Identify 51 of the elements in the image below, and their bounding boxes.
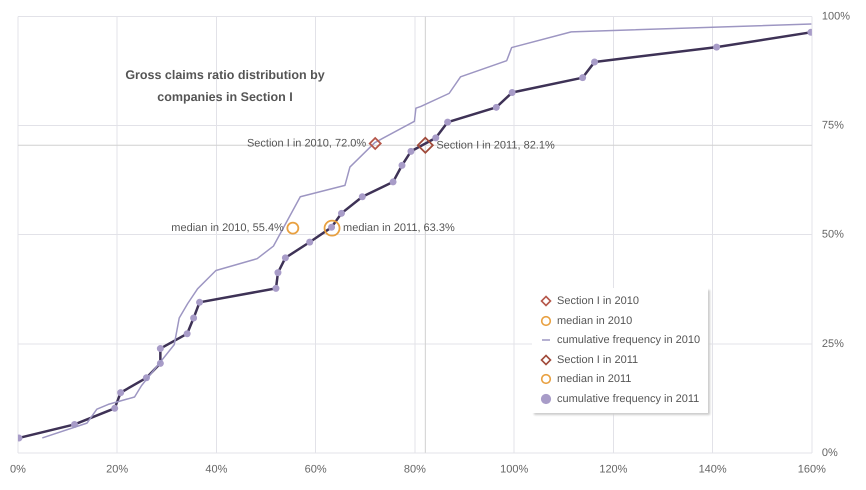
- x-tick-label: 60%: [304, 463, 327, 476]
- point: [407, 148, 414, 155]
- point: [282, 254, 289, 262]
- point: [390, 178, 397, 186]
- y-tick-label: 25%: [822, 338, 844, 350]
- legend-label: Section I in 2011: [557, 354, 638, 366]
- point: [358, 193, 366, 200]
- y-tick-label: 75%: [822, 120, 844, 132]
- point: [156, 345, 164, 352]
- x-tick-label: 20%: [106, 463, 128, 476]
- annotation: Section I in 2011, 82.1%: [436, 139, 555, 152]
- point: [398, 162, 406, 169]
- point: [117, 389, 124, 396]
- x-tick-label: 160%: [798, 463, 826, 476]
- legend-label: Section I in 2010: [557, 295, 639, 307]
- point: [184, 330, 191, 338]
- point: [111, 404, 118, 412]
- legend-label: cumulative frequency in 2011: [557, 392, 700, 404]
- point: [338, 210, 345, 217]
- point: [444, 118, 452, 126]
- annotation: Section I in 2010, 72.0%: [246, 138, 366, 150]
- point: [324, 220, 340, 237]
- y-tick-label: 100%: [822, 10, 850, 23]
- point: [508, 89, 516, 96]
- point: [579, 74, 586, 82]
- legend-label: cumulative frequency in 2010: [557, 334, 700, 346]
- point: [286, 222, 300, 235]
- x-tick-label: 100%: [500, 463, 528, 476]
- point: [272, 284, 280, 292]
- point: [432, 134, 440, 142]
- point: [196, 298, 204, 306]
- x-tick-label: 140%: [698, 463, 727, 476]
- annotation: median in 2010, 55.4%: [171, 222, 284, 234]
- annotation: median in 2011, 63.3%: [343, 222, 455, 234]
- point: [591, 58, 598, 66]
- text: Gross claims ratio distribution by companies in Section I: [124, 67, 326, 106]
- x-tick-label: 40%: [205, 463, 228, 476]
- point: [306, 238, 314, 246]
- point: [190, 314, 198, 322]
- x-tick-label: 80%: [404, 463, 426, 476]
- x-tick-label: 120%: [599, 463, 628, 476]
- legend-label: median in 2011: [557, 373, 632, 385]
- legend-label: median in 2010: [557, 314, 632, 326]
- point: [368, 137, 382, 150]
- point: [492, 104, 500, 111]
- point: [713, 44, 720, 51]
- point: [274, 269, 282, 276]
- x-tick-label: 0%: [10, 463, 26, 476]
- y-tick-label: 50%: [822, 228, 844, 241]
- y-tick-label: 0%: [822, 446, 838, 459]
- point: [416, 136, 434, 154]
